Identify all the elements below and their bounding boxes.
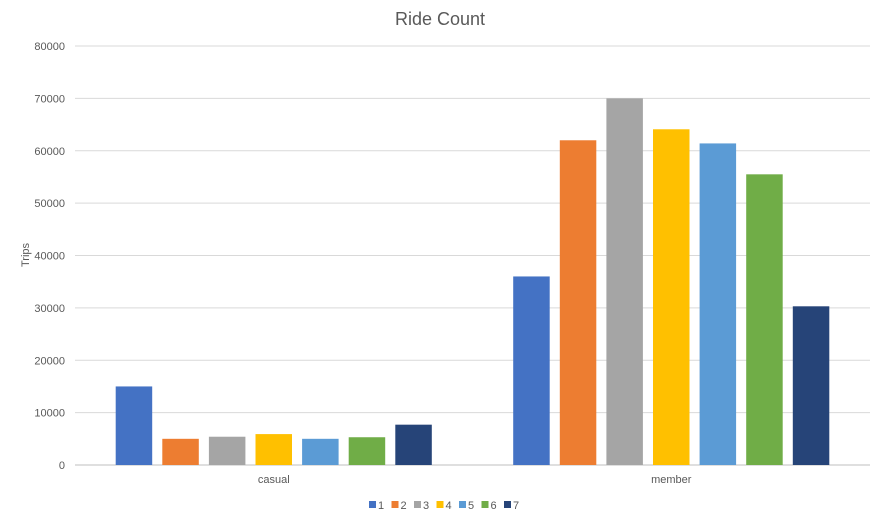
y-tick-label: 20000 (34, 355, 65, 367)
bar-casual-5 (302, 438, 339, 465)
bar-casual-2 (162, 438, 199, 465)
bar-casual-7 (395, 424, 432, 465)
bar-member-1 (513, 276, 550, 465)
legend-label: 4 (446, 500, 452, 512)
y-tick-label: 0 (59, 460, 65, 472)
y-tick-label: 70000 (34, 93, 65, 105)
bar-member-5 (699, 143, 737, 466)
legend-swatch (481, 501, 489, 508)
y-tick-label: 40000 (34, 251, 65, 263)
x-axis-ticks: casual member (258, 474, 692, 486)
legend-swatch (436, 501, 444, 508)
legend-label: 3 (423, 500, 429, 512)
y-tick-label: 30000 (34, 303, 65, 315)
chart-title: Ride Count (395, 9, 485, 29)
bar-casual-3 (208, 436, 246, 465)
legend-swatch (391, 501, 399, 508)
bar-casual-6 (348, 437, 386, 465)
y-tick-label: 50000 (34, 198, 65, 210)
bar-member-4 (653, 129, 690, 465)
legend-label: 1 (378, 500, 384, 512)
legend-swatch (369, 501, 376, 508)
bar-member-7 (792, 306, 830, 465)
legend-label: 5 (468, 500, 474, 512)
legend-swatch (459, 501, 466, 508)
gridlines (75, 45, 870, 466)
legend-label: 2 (401, 500, 407, 512)
legend: 1 2 3 4 5 6 7 (369, 500, 519, 512)
bar-casual-1 (115, 386, 153, 465)
legend-label: 6 (491, 500, 497, 512)
x-tick-label: member (651, 474, 692, 486)
bar-member-6 (746, 174, 783, 465)
y-tick-label: 60000 (34, 146, 65, 158)
bars (115, 98, 830, 466)
y-axis-title: Trips (20, 242, 32, 267)
legend-swatch (414, 501, 421, 508)
y-tick-label: 80000 (34, 41, 65, 53)
y-tick-label: 10000 (34, 408, 65, 420)
bar-member-3 (606, 98, 643, 465)
bar-member-2 (559, 140, 597, 465)
x-tick-label: casual (258, 474, 290, 486)
legend-swatch (504, 501, 511, 508)
bar-casual-4 (255, 434, 292, 465)
legend-label: 7 (513, 500, 519, 512)
y-axis-ticks: 0 10000 20000 30000 40000 50000 60000 70000 8000… (34, 41, 65, 472)
